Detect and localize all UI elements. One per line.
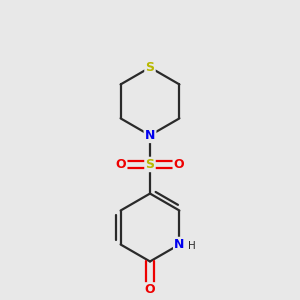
Text: O: O <box>174 158 184 171</box>
Text: O: O <box>145 284 155 296</box>
Text: H: H <box>188 241 196 251</box>
Text: S: S <box>146 158 154 171</box>
Text: S: S <box>146 61 154 74</box>
Text: N: N <box>174 238 184 251</box>
Text: N: N <box>145 129 155 142</box>
Text: O: O <box>116 158 126 171</box>
